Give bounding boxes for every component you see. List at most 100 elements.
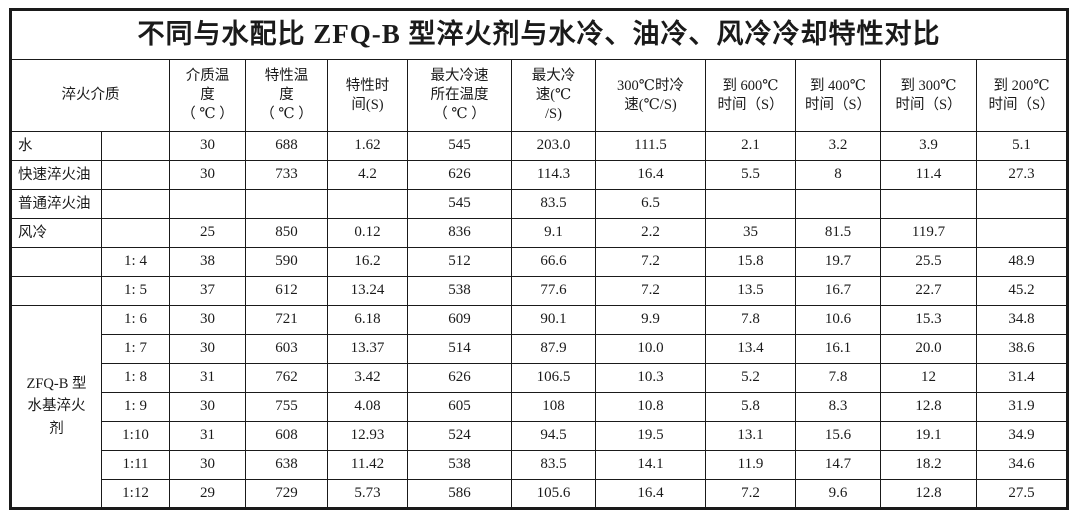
- value-cell: 8: [795, 160, 881, 190]
- value-cell: 12: [880, 363, 977, 393]
- value-cell: 31.4: [975, 363, 1069, 393]
- value-cell: 27.5: [975, 479, 1069, 509]
- value-cell: 18.2: [880, 450, 977, 480]
- value-cell: 38: [169, 247, 246, 277]
- water-ratio-cell: 1: 5: [101, 276, 170, 306]
- value-cell: 83.5: [511, 189, 596, 219]
- value-cell: 31: [169, 363, 246, 393]
- value-cell: 2.2: [595, 218, 706, 248]
- value-cell: 2.1: [705, 131, 796, 161]
- value-cell: 609: [407, 305, 512, 335]
- value-cell: [795, 189, 881, 219]
- table-head: 不同与水配比 ZFQ-B 型淬火剂与水冷、油冷、风冷冷却特性对比 淬火介质 介质…: [9, 9, 1069, 132]
- table-row: ZFQ-B 型水基淬火剂 1: 6 30 721 6.18 609 90.1 9.9 7.8 10…: [10, 305, 1069, 509]
- water-ratio-cell: 1:11: [101, 450, 170, 480]
- value-cell: 35: [705, 218, 796, 248]
- table-row: 1: 8 31 762 3.42 626 106.5 10.3 5.2 7.8 12 31.4: [11, 363, 1069, 393]
- value-cell: 30: [169, 131, 246, 161]
- water-ratio-cell: 1: 8: [101, 363, 170, 393]
- value-cell: 34.6: [975, 450, 1069, 480]
- value-cell: 31.9: [975, 392, 1069, 422]
- value-cell: 9.1: [511, 218, 596, 248]
- value-cell: [975, 189, 1069, 219]
- value-cell: 12.8: [880, 479, 977, 509]
- value-cell: 22.7: [880, 276, 977, 306]
- value-cell: 25.5: [880, 247, 977, 277]
- value-cell: 114.3: [511, 160, 596, 190]
- value-cell: 10.6: [795, 305, 881, 335]
- value-cell: 586: [407, 479, 512, 509]
- value-cell: 13.24: [327, 276, 408, 306]
- value-cell: 19.1: [880, 421, 977, 451]
- table-row: 普通淬火油 545 83.5 6.5: [10, 189, 1069, 219]
- value-cell: 626: [407, 363, 512, 393]
- value-cell: [880, 189, 977, 219]
- value-cell: 1.62: [327, 131, 408, 161]
- value-cell: [245, 189, 328, 219]
- column-header-time-to-400: 到 400℃ 时间（S）: [795, 59, 881, 132]
- value-cell: 34.9: [975, 421, 1069, 451]
- water-ratio-cell: 1: 7: [101, 334, 170, 364]
- value-cell: 514: [407, 334, 512, 364]
- value-cell: 13.5: [705, 276, 796, 306]
- value-cell: [169, 189, 246, 219]
- value-cell: 626: [407, 160, 512, 190]
- value-cell: 13.1: [705, 421, 796, 451]
- column-header-max-rate: 最大冷 速(℃ /S): [511, 59, 596, 132]
- table-row: 1:12 29 729 5.73 586 105.6 16.4 7.2 9.6 12.8 27.5: [11, 479, 1069, 509]
- value-cell: 5.5: [705, 160, 796, 190]
- header-row: 淬火介质 介质温 度 （ ℃ ） 特性温 度 （ ℃ ） 特性时 间(S) 最大…: [10, 59, 1069, 132]
- water-ratio-cell: 1: 4: [101, 247, 170, 277]
- value-cell: 13.37: [327, 334, 408, 364]
- value-cell: 5.8: [705, 392, 796, 422]
- value-cell: 108: [511, 392, 596, 422]
- medium-name-cell: 普通淬火油: [10, 189, 102, 219]
- water-ratio-cell: [101, 131, 170, 161]
- value-cell: 15.3: [880, 305, 977, 335]
- value-cell: 729: [245, 479, 328, 509]
- cooling-comparison-table: 不同与水配比 ZFQ-B 型淬火剂与水冷、油冷、风冷冷却特性对比 淬火介质 介质…: [9, 8, 1070, 510]
- water-ratio-cell: [101, 160, 170, 190]
- table-title: 不同与水配比 ZFQ-B 型淬火剂与水冷、油冷、风冷冷却特性对比: [9, 9, 1069, 60]
- value-cell: 119.7: [880, 218, 977, 248]
- table-row: 1: 4 38 590 16.2 512 66.6 7.2 15.8 19.7 25.5 48.9: [10, 247, 1069, 277]
- water-ratio-cell: 1:12: [101, 479, 170, 509]
- value-cell: [705, 189, 796, 219]
- value-cell: 106.5: [511, 363, 596, 393]
- value-cell: 14.1: [595, 450, 706, 480]
- value-cell: 7.8: [795, 363, 881, 393]
- value-cell: 3.9: [880, 131, 977, 161]
- value-cell: 836: [407, 218, 512, 248]
- value-cell: 3.2: [795, 131, 881, 161]
- medium-name-cell: ZFQ-B 型水基淬火剂: [10, 305, 102, 509]
- value-cell: 19.7: [795, 247, 881, 277]
- table-row: 1: 5 37 612 13.24 538 77.6 7.2 13.5 16.7 22.7 45.2: [10, 276, 1069, 306]
- value-cell: 30: [169, 392, 246, 422]
- value-cell: 603: [245, 334, 328, 364]
- value-cell: 29: [169, 479, 246, 509]
- medium-name-cell: [10, 247, 102, 277]
- value-cell: [975, 218, 1069, 248]
- table-row: 水 30 688 1.62 545 203.0 111.5 2.1 3.2 3.9 5.1: [10, 131, 1069, 161]
- value-cell: 203.0: [511, 131, 596, 161]
- value-cell: 20.0: [880, 334, 977, 364]
- column-header-char-temp: 特性温 度 （ ℃ ）: [245, 59, 328, 132]
- value-cell: 7.2: [595, 276, 706, 306]
- column-header-max-rate-temp: 最大冷速 所在温度 （ ℃ ）: [407, 59, 512, 132]
- value-cell: 14.7: [795, 450, 881, 480]
- value-cell: 5.1: [975, 131, 1069, 161]
- column-header-rate-at-300: 300℃时冷 速(℃/S): [595, 59, 706, 132]
- value-cell: 10.0: [595, 334, 706, 364]
- value-cell: 512: [407, 247, 512, 277]
- table-body: 水 30 688 1.62 545 203.0 111.5 2.1 3.2 3.9 5.1 快速淬火油…: [10, 131, 1069, 509]
- table-row: 快速淬火油 30 733 4.2 626 114.3 16.4 5.5 8 11.4 27.3: [10, 160, 1069, 190]
- table-row: 1: 9 30 755 4.08 605 108 10.8 5.8 8.3 12.8 31.9: [11, 392, 1069, 422]
- value-cell: 7.2: [595, 247, 706, 277]
- value-cell: 31: [169, 421, 246, 451]
- value-cell: 81.5: [795, 218, 881, 248]
- value-cell: 850: [245, 218, 328, 248]
- value-cell: 90.1: [511, 305, 596, 335]
- value-cell: 524: [407, 421, 512, 451]
- value-cell: 5.73: [327, 479, 408, 509]
